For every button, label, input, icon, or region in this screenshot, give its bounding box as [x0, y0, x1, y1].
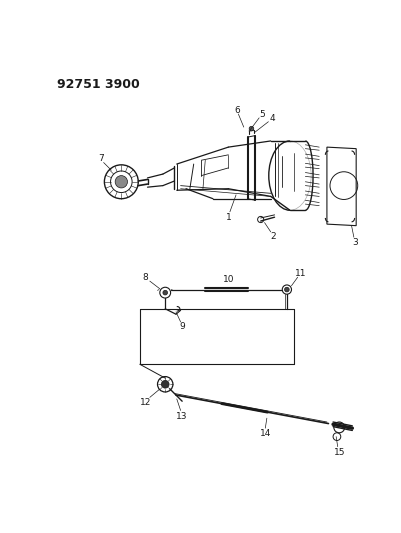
Text: 1: 1: [225, 213, 231, 222]
Text: 11: 11: [294, 269, 306, 278]
Text: 9: 9: [179, 322, 184, 331]
Text: 2: 2: [269, 232, 275, 241]
Text: 8: 8: [142, 273, 148, 282]
Circle shape: [162, 290, 167, 295]
Text: 13: 13: [176, 412, 187, 421]
Text: 6: 6: [233, 106, 239, 115]
Text: 14: 14: [259, 429, 270, 438]
Text: 4: 4: [269, 114, 274, 123]
Circle shape: [115, 175, 127, 188]
Circle shape: [161, 381, 169, 388]
Text: 92751 3900: 92751 3900: [57, 78, 140, 91]
Text: 7: 7: [98, 154, 104, 163]
Text: 5: 5: [259, 109, 264, 118]
Circle shape: [284, 287, 288, 292]
Text: 12: 12: [139, 398, 150, 407]
Circle shape: [249, 126, 253, 131]
Text: 3: 3: [352, 238, 357, 247]
Text: 15: 15: [333, 448, 344, 457]
Text: 10: 10: [222, 275, 233, 284]
